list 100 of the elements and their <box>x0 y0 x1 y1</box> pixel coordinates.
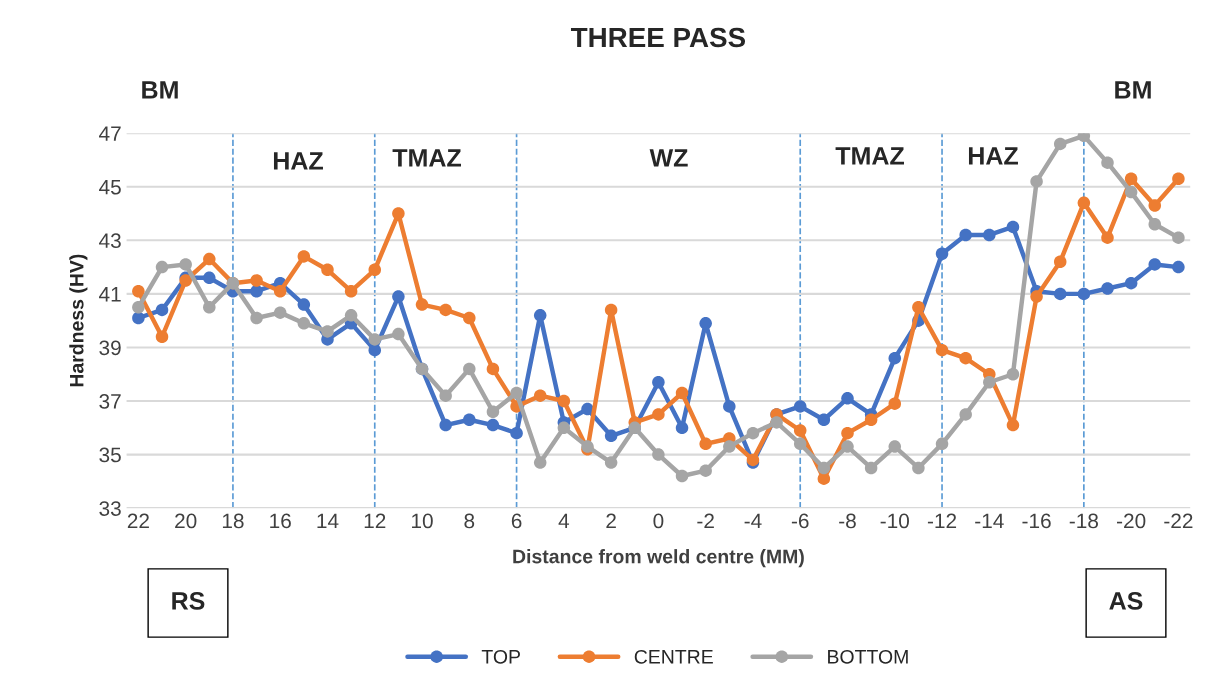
point <box>841 426 854 440</box>
point <box>368 263 382 277</box>
point <box>250 274 263 287</box>
point <box>888 440 902 453</box>
text: AS <box>1109 592 1143 610</box>
point <box>888 397 902 410</box>
point <box>463 311 476 325</box>
annotation: HAZ <box>968 147 1018 165</box>
x-tick-label: 4 <box>558 513 570 529</box>
annotation: WZ <box>649 149 688 167</box>
text: BM <box>142 81 178 99</box>
point <box>723 400 736 413</box>
annotation: HAZ <box>273 152 323 170</box>
point <box>557 421 571 435</box>
point <box>1101 282 1114 295</box>
x-tick-label: 6 <box>511 513 522 529</box>
point <box>912 461 925 475</box>
point <box>1053 287 1067 301</box>
point <box>983 376 996 389</box>
x-tick-label: -20 <box>1117 513 1146 529</box>
point <box>912 301 925 314</box>
point <box>1172 231 1185 244</box>
point <box>486 418 500 432</box>
point <box>935 247 949 260</box>
point <box>1030 175 1043 188</box>
point <box>557 394 571 408</box>
point <box>1124 185 1138 199</box>
point <box>132 284 145 298</box>
point <box>132 311 145 325</box>
point <box>368 333 382 346</box>
point <box>935 343 949 357</box>
point <box>415 298 429 311</box>
y-axis-title: Hardness (HV) <box>69 254 88 387</box>
point <box>604 303 618 317</box>
point <box>203 252 216 266</box>
point <box>344 309 358 322</box>
text: RS <box>172 592 205 610</box>
point <box>675 386 689 400</box>
point <box>533 456 547 469</box>
x-tick-label: -8 <box>839 513 856 529</box>
point <box>533 389 547 402</box>
point <box>1006 220 1020 234</box>
x-tick-label: 0 <box>653 513 664 529</box>
point <box>155 260 169 274</box>
point <box>155 303 169 317</box>
point <box>1101 156 1114 169</box>
point <box>793 400 807 413</box>
point <box>463 413 476 427</box>
point <box>250 311 263 325</box>
x-tick-label: 20 <box>175 513 197 529</box>
x-tick-label: 10 <box>412 513 433 529</box>
point <box>510 426 523 440</box>
point <box>652 448 665 461</box>
x-tick-label: -12 <box>927 513 957 529</box>
x-tick-label: 18 <box>222 513 244 529</box>
point <box>439 389 452 402</box>
point <box>675 421 689 435</box>
point <box>1030 290 1043 303</box>
y-tick-label: 43 <box>99 233 121 249</box>
point <box>983 228 996 242</box>
point <box>250 284 263 298</box>
point <box>793 424 807 437</box>
x-tick-label: -10 <box>880 513 910 529</box>
point <box>486 362 500 376</box>
point <box>841 392 854 405</box>
point <box>297 250 311 263</box>
x-tick-label: 2 <box>606 513 616 529</box>
point <box>1148 258 1162 271</box>
x-tick-label: -4 <box>744 513 762 529</box>
point <box>604 456 618 469</box>
point <box>439 418 452 432</box>
point <box>510 386 523 400</box>
annotation: TMAZ <box>392 149 461 167</box>
point <box>1077 287 1091 301</box>
x-tick-label: -22 <box>1164 513 1193 529</box>
point <box>699 464 712 477</box>
point <box>959 408 972 421</box>
x-tick-label: 8 <box>464 513 475 529</box>
y-tick-label: 35 <box>99 447 121 463</box>
point <box>793 437 807 451</box>
point <box>486 405 500 418</box>
point <box>1148 218 1162 231</box>
point <box>723 440 736 453</box>
point <box>392 290 405 303</box>
x-tick-label: -18 <box>1069 513 1099 529</box>
point <box>817 461 831 475</box>
point <box>132 301 145 314</box>
x-axis-title: Distance from weld centre (MM) <box>513 549 804 568</box>
point <box>463 362 476 376</box>
point <box>439 303 452 317</box>
point <box>1172 260 1185 274</box>
point <box>179 258 192 271</box>
point <box>652 408 665 421</box>
x-tick-label: -2 <box>697 513 714 529</box>
point <box>864 413 878 427</box>
text: BM <box>1115 81 1151 99</box>
y-tick-label: 47 <box>99 126 121 141</box>
y-tick-label: 33 <box>99 501 121 516</box>
point <box>935 437 949 451</box>
x-tick-label: 14 <box>317 513 339 529</box>
